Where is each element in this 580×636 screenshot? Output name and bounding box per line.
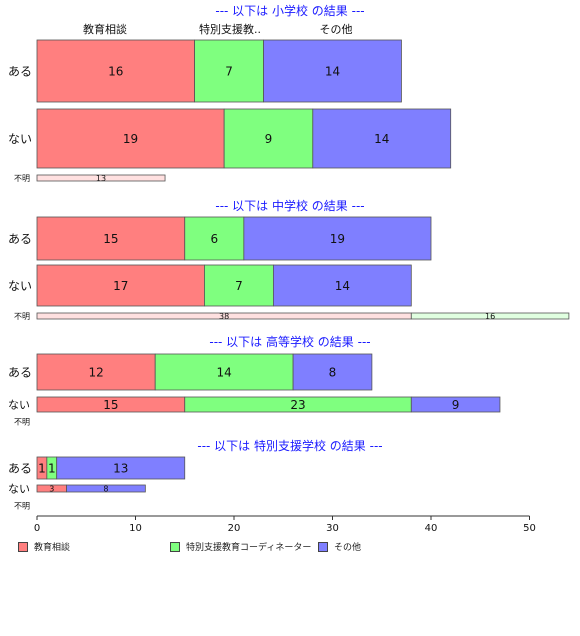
legend-item-coordinator: 特別支援教育コーディネーター xyxy=(170,540,311,553)
data-label: 14 xyxy=(335,279,350,293)
data-label: 8 xyxy=(329,366,337,380)
bar-segment-coordinator xyxy=(154,353,294,391)
data-label: 14 xyxy=(374,132,389,146)
bar-segment-kyoiku-sodan xyxy=(36,264,205,307)
legend-swatch-coordinator xyxy=(170,541,180,552)
data-label: 15 xyxy=(103,232,118,246)
data-label: 9 xyxy=(452,398,460,412)
row-label: ある xyxy=(8,366,32,380)
bar-segment-other xyxy=(312,108,452,169)
bar-segment-other xyxy=(272,264,412,307)
data-label: 1 xyxy=(48,462,56,476)
bar-segment-other xyxy=(292,353,373,391)
data-label: 16 xyxy=(485,312,495,321)
panel-title: --- 以下は 特別支援学校 の結果 --- xyxy=(197,438,382,453)
legend-swatch-kyoiku-sodan xyxy=(18,541,28,552)
legend: 教育相談 特別支援教育コーディネーター その他 xyxy=(18,540,578,556)
row-label: ない xyxy=(8,483,30,496)
data-label: 9 xyxy=(265,132,273,146)
x-tick-label: 40 xyxy=(425,523,438,534)
legend-swatch-other xyxy=(318,541,328,552)
column-header-kyoiku-sodan: 教育相談 xyxy=(83,22,127,36)
data-label: 23 xyxy=(290,398,305,412)
bar-segment-kyoiku-sodan xyxy=(36,108,225,169)
panel-title: --- 以下は 中学校 の結果 --- xyxy=(215,198,364,213)
bar-segment-other xyxy=(263,39,402,103)
data-label: 3 xyxy=(49,485,54,494)
data-label: 19 xyxy=(123,132,138,146)
panel-title: --- 以下は 小学校 の結果 --- xyxy=(215,3,364,18)
bar-segment-kyoiku-sodan xyxy=(36,216,186,261)
legend-label-kyoiku-sodan: 教育相談 xyxy=(34,543,71,553)
x-tick-label: 0 xyxy=(34,523,40,534)
row-label: ある xyxy=(8,232,32,246)
bar-segment-kyoiku-sodan xyxy=(36,39,196,103)
legend-item-other: その他 xyxy=(318,540,361,553)
bar-segment-coordinator xyxy=(184,216,245,261)
data-label: 38 xyxy=(219,312,229,321)
x-tick-label: 20 xyxy=(228,523,241,534)
bar-segment-other xyxy=(410,396,501,413)
panel-title: --- 以下は 高等学校 の結果 --- xyxy=(209,334,370,349)
row-label: ない xyxy=(8,279,32,293)
legend-label-coordinator: 特別支援教育コーディネーター xyxy=(186,543,312,553)
column-header-other: その他 xyxy=(320,23,353,36)
bar-segment-kyoiku-sodan xyxy=(36,174,166,182)
data-label: 19 xyxy=(330,232,345,246)
bar-segment-coordinator xyxy=(223,108,314,169)
bar-segment-other xyxy=(66,484,146,493)
data-label: 14 xyxy=(217,366,232,380)
bar-segment-coordinator xyxy=(194,39,264,103)
bar-segment-kyoiku-sodan xyxy=(36,353,156,391)
data-label: 12 xyxy=(88,366,103,380)
bar-segment-other xyxy=(56,456,186,480)
data-label: 7 xyxy=(235,279,243,293)
row-label: 不明 xyxy=(14,312,30,321)
row-label: ない xyxy=(8,132,32,146)
x-tick-label: 50 xyxy=(523,523,536,534)
row-label: 不明 xyxy=(14,502,30,511)
data-label: 6 xyxy=(210,232,218,246)
data-label: 8 xyxy=(103,485,108,494)
data-label: 7 xyxy=(225,65,233,79)
bar-segment-other xyxy=(243,216,432,261)
data-label: 17 xyxy=(113,279,128,293)
data-label: 14 xyxy=(325,65,340,79)
column-header-coordinator: 特別支援教.. xyxy=(199,22,261,36)
row-label: ある xyxy=(8,462,32,476)
data-label: 15 xyxy=(103,398,118,412)
data-label: 16 xyxy=(108,65,123,79)
data-label: 13 xyxy=(113,462,128,476)
x-tick-label: 30 xyxy=(326,523,339,534)
row-label: ある xyxy=(8,65,32,79)
x-tick-label: 10 xyxy=(129,523,142,534)
data-label: 13 xyxy=(96,174,106,183)
row-label: 不明 xyxy=(14,174,30,183)
row-label: 不明 xyxy=(14,418,30,427)
legend-label-other: その他 xyxy=(334,543,362,553)
data-label: 1 xyxy=(38,462,46,476)
row-label: ない xyxy=(8,399,30,412)
bar-segment-coordinator xyxy=(410,312,570,320)
legend-item-kyoiku-sodan: 教育相談 xyxy=(18,540,70,553)
